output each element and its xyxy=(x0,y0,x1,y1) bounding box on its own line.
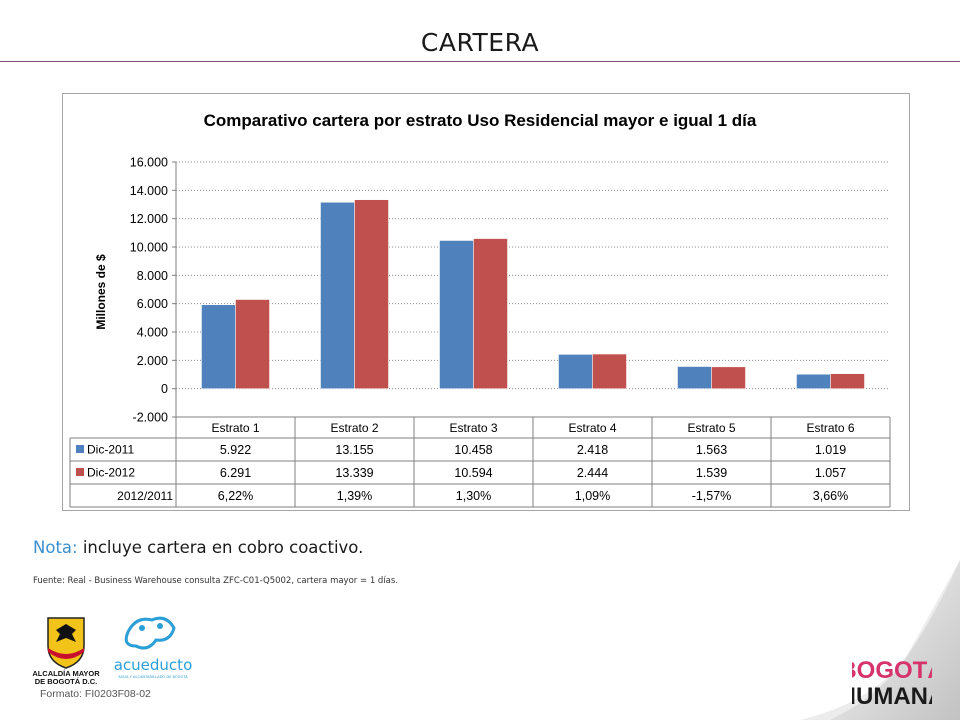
alcaldia-logo: ALCALDÍA MAYOR DE BOGOTÁ D.C. xyxy=(32,617,100,686)
bar-dic-2012-4 xyxy=(592,353,627,389)
x-tick-label: Estrato 4 xyxy=(568,421,616,435)
y-tick-label: 8.000 xyxy=(137,269,168,283)
note: Nota: incluye cartera en cobro coactivo. xyxy=(33,538,363,557)
y-tick-label: 6.000 xyxy=(137,297,168,311)
bar-dic-2012-2 xyxy=(354,199,389,389)
bar-dic-2012-3 xyxy=(473,238,508,389)
ratio-value: 1,39% xyxy=(337,489,372,503)
acueducto-logo: acueducto AGUA Y ALCANTARILLADO DE BOGOT… xyxy=(114,616,193,679)
data-label: 2.418 xyxy=(577,443,608,457)
data-label: 1.563 xyxy=(696,443,727,457)
data-label: 1.539 xyxy=(696,466,727,480)
page-curl xyxy=(800,560,960,720)
ratio-value: 6,22% xyxy=(218,489,253,503)
data-label: 2.444 xyxy=(577,466,608,480)
y-tick-label: 0 xyxy=(161,382,168,396)
bar-dic-2011-6 xyxy=(796,373,831,389)
x-tick-label: Estrato 2 xyxy=(330,421,378,435)
alcaldia-line1: ALCALDÍA MAYOR xyxy=(32,669,100,678)
bar-dic-2011-5 xyxy=(677,366,712,389)
y-tick-label: 4.000 xyxy=(137,326,168,340)
note-label: Nota: xyxy=(33,538,78,557)
source-text: Fuente: Real - Business Warehouse consul… xyxy=(33,576,399,586)
legend-key-dic-2012 xyxy=(76,468,84,476)
y-tick-label: 16.000 xyxy=(130,156,168,170)
formato-code: Formato: FI0203F08-02 xyxy=(40,688,151,700)
y-tick-label: -2.000 xyxy=(133,411,168,425)
x-tick-label: Estrato 3 xyxy=(449,421,497,435)
x-tick-label: Estrato 5 xyxy=(687,421,735,435)
bar-dic-2011-1 xyxy=(201,304,236,389)
note-text: incluye cartera en cobro coactivo. xyxy=(77,538,364,557)
bogota-humana-logo: BOGOTÁ HUMANA xyxy=(852,656,932,710)
ratio-row-label: 2012/2011 xyxy=(117,489,173,503)
ratio-value: 1,09% xyxy=(575,489,610,503)
bar-dic-2011-4 xyxy=(558,354,593,389)
y-tick-label: 12.000 xyxy=(130,212,168,226)
data-label: 5.922 xyxy=(220,443,251,457)
data-label: 13.339 xyxy=(335,466,373,480)
ratio-value: 3,66% xyxy=(813,489,848,503)
legend-key-dic-2011 xyxy=(76,445,84,453)
data-label: 6.291 xyxy=(220,466,251,480)
bar-dic-2012-6 xyxy=(830,373,865,389)
chart-title: Comparativo cartera por estrato Uso Resi… xyxy=(203,111,757,130)
x-tick-label: Estrato 1 xyxy=(211,421,259,435)
bar-dic-2012-5 xyxy=(711,366,746,389)
data-label: 13.155 xyxy=(335,443,373,457)
bar-dic-2011-2 xyxy=(320,202,355,389)
ratio-value: -1,57% xyxy=(692,489,732,503)
y-axis-title: Millones de $ xyxy=(94,254,108,330)
y-tick-label: 14.000 xyxy=(130,184,168,198)
title-rule xyxy=(0,61,960,62)
eagle-icon xyxy=(56,624,76,642)
bar-dic-2012-1 xyxy=(235,299,270,389)
data-label: 10.458 xyxy=(454,443,492,457)
bar-dic-2011-3 xyxy=(439,240,474,389)
data-label: 10.594 xyxy=(454,466,492,480)
legend-label: Dic-2011 xyxy=(87,443,134,457)
acueducto-name: acueducto xyxy=(114,656,193,674)
bogota-line2: HUMANA xyxy=(852,683,932,710)
alcaldia-line2: DE BOGOTÁ D.C. xyxy=(35,677,98,686)
acueducto-sub: AGUA Y ALCANTARILLADO DE BOGOTÁ xyxy=(118,674,188,679)
bogota-line1: BOGOTÁ xyxy=(852,656,932,684)
y-tick-label: 2.000 xyxy=(137,354,168,368)
x-tick-label: Estrato 6 xyxy=(806,421,854,435)
slide-title: CARTERA xyxy=(420,28,540,57)
y-tick-label: 10.000 xyxy=(130,241,168,255)
frog-icon xyxy=(124,616,176,650)
data-label: 1.057 xyxy=(815,466,846,480)
ratio-value: 1,30% xyxy=(456,489,491,503)
data-label: 1.019 xyxy=(815,443,846,457)
legend-label: Dic-2012 xyxy=(87,466,135,480)
